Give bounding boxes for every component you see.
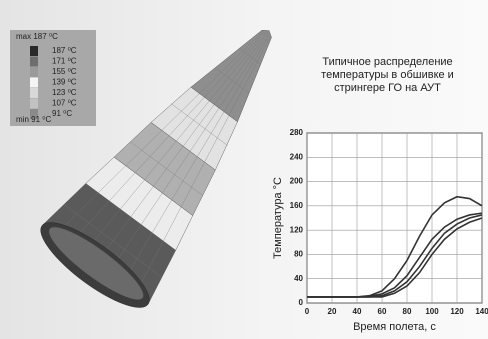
x-axis-label: Время полета, с bbox=[353, 321, 436, 333]
y-tick-label: 160 bbox=[290, 201, 304, 210]
screenshot: max 187 ⁰C 187 ⁰C 171 ⁰C155 ⁰C 139 ⁰C123 ⁰C… bbox=[0, 0, 488, 339]
legend-swatch bbox=[30, 57, 38, 67]
y-tick-label: 280 bbox=[290, 128, 304, 137]
legend-label: 155 ⁰C bbox=[52, 67, 77, 76]
legend-label: 187 ⁰C bbox=[52, 46, 77, 55]
legend-label: 171 ⁰C bbox=[52, 57, 77, 66]
y-tick-label: 40 bbox=[294, 274, 303, 283]
y-tick-label: 0 bbox=[299, 298, 304, 307]
legend-label: 123 ⁰C bbox=[52, 88, 77, 97]
x-tick-label: 20 bbox=[328, 307, 337, 316]
legend-label: 107 ⁰C bbox=[52, 99, 77, 108]
legend-swatch bbox=[30, 99, 38, 109]
y-axis-label: Температура °С bbox=[272, 177, 284, 259]
legend-swatch bbox=[30, 88, 38, 98]
legend-swatch bbox=[30, 46, 38, 56]
x-tick-label: 100 bbox=[425, 307, 439, 316]
y-tick-label: 240 bbox=[290, 152, 304, 161]
y-tick-label: 120 bbox=[290, 225, 304, 234]
x-tick-label: 0 bbox=[305, 307, 310, 316]
y-tick-label: 200 bbox=[290, 177, 304, 186]
legend-label: 139 ⁰C bbox=[52, 78, 77, 87]
legend-swatch bbox=[30, 78, 38, 88]
legend-swatch bbox=[30, 67, 38, 77]
chart-title: Типичное распределение температуры в обш… bbox=[300, 56, 475, 95]
x-tick-label: 120 bbox=[450, 307, 464, 316]
x-tick-label: 60 bbox=[378, 307, 387, 316]
x-tick-label: 80 bbox=[403, 307, 412, 316]
legend-min: min 91 ⁰C bbox=[16, 115, 51, 124]
figure: max 187 ⁰C 187 ⁰C 171 ⁰C155 ⁰C 139 ⁰C123 ⁰C… bbox=[0, 0, 488, 339]
legend-label: 91 ⁰C bbox=[52, 109, 72, 118]
legend-max: max 187 ⁰C bbox=[16, 32, 58, 41]
x-tick-label: 140 bbox=[475, 307, 488, 316]
x-tick-label: 40 bbox=[353, 307, 362, 316]
y-tick-label: 80 bbox=[294, 250, 303, 259]
